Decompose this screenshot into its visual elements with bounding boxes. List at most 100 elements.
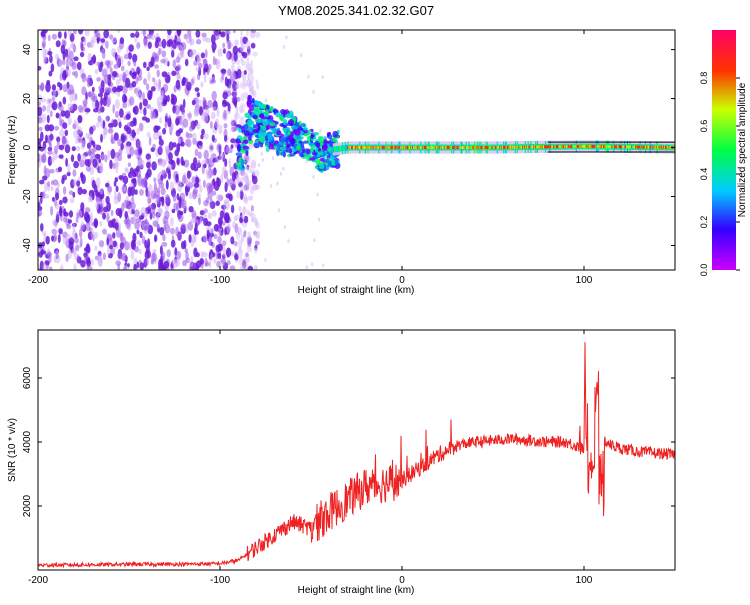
carrier-core	[535, 145, 537, 149]
carrier-core	[620, 145, 622, 149]
noise-blob	[104, 59, 111, 66]
transition-blob	[235, 124, 242, 128]
noise-blob	[42, 175, 48, 181]
noise-blob	[78, 30, 84, 35]
noise-blob	[40, 248, 44, 256]
carrier-core	[660, 145, 662, 149]
noise-blob	[138, 248, 143, 255]
carrier-core	[440, 146, 442, 149]
noise-blob	[62, 122, 68, 129]
noise-blob	[138, 148, 142, 155]
noise-blob	[86, 258, 91, 268]
noise-blob	[107, 127, 114, 134]
noise-blob	[238, 205, 242, 212]
noise-blob	[80, 143, 85, 150]
carrier-core	[546, 145, 548, 149]
carrier-mid	[334, 146, 336, 153]
carrier-core	[431, 146, 433, 149]
spectrogram-ytick-label: 20	[22, 93, 33, 105]
noise-blob	[163, 98, 168, 105]
noise-blob	[255, 31, 261, 38]
carrier-core	[497, 146, 499, 149]
spectrogram-ytick-label: 0	[22, 144, 33, 150]
noise-blob	[228, 158, 232, 169]
carrier-core	[624, 145, 627, 149]
noise-blob	[79, 51, 85, 58]
noise-blob	[77, 153, 81, 162]
noise-blob	[112, 70, 118, 78]
carrier-core	[352, 146, 355, 149]
noise-blob	[52, 219, 57, 226]
carrier-core	[564, 145, 567, 148]
colorbar-tick-label: 0.6	[699, 120, 709, 133]
noise-blob	[98, 240, 105, 248]
noise-blob	[58, 144, 65, 150]
spectrogram-ylabel: Frequency (Hz)	[7, 116, 18, 185]
noise-blob	[134, 209, 140, 218]
noise-blob	[279, 171, 283, 176]
carrier-core	[350, 146, 352, 149]
noise-blob	[243, 215, 249, 224]
noise-blob	[50, 186, 54, 191]
carrier-core	[484, 146, 486, 149]
noise-blob	[182, 174, 187, 184]
noise-blob	[223, 200, 227, 210]
noise-blob	[77, 186, 83, 196]
noise-blob	[51, 101, 58, 111]
noise-blob	[80, 221, 85, 231]
noise-blob	[236, 191, 241, 199]
noise-blob	[216, 194, 222, 202]
carrier-core	[536, 145, 538, 149]
noise-blob	[211, 210, 217, 217]
carrier-core	[474, 146, 476, 149]
noise-blob	[69, 58, 74, 67]
transition-blob	[316, 154, 321, 158]
carrier-core	[516, 145, 518, 149]
carrier-mid	[343, 145, 345, 151]
carrier-core	[427, 146, 429, 149]
carrier-core	[456, 146, 458, 149]
noise-blob	[122, 266, 127, 270]
noise-blob	[192, 157, 198, 168]
noise-blob	[197, 72, 201, 81]
noise-blob	[250, 42, 256, 49]
transition-blob	[326, 132, 330, 137]
noise-blob	[178, 138, 182, 144]
noise-blob	[310, 262, 314, 267]
carrier-core	[565, 145, 567, 148]
noise-blob	[257, 163, 261, 167]
noise-blob	[243, 196, 249, 205]
carrier-core	[379, 146, 381, 149]
noise-blob	[195, 176, 200, 185]
noise-blob	[191, 99, 196, 106]
noise-blob	[119, 154, 122, 162]
transition-blob	[315, 158, 320, 165]
noise-blob	[81, 188, 87, 195]
carrier-core	[534, 145, 536, 149]
noise-blob	[164, 115, 168, 123]
transition-blob	[323, 139, 328, 146]
carrier-core	[437, 146, 439, 149]
noise-blob	[58, 199, 63, 206]
noise-blob	[206, 182, 212, 191]
transition-blob	[280, 151, 285, 156]
noise-blob	[48, 70, 53, 77]
carrier-core	[611, 145, 613, 149]
colorbar-tick-label: 0.4	[699, 168, 709, 181]
noise-blob	[57, 31, 62, 39]
transition-blob	[303, 127, 308, 131]
noise-blob	[193, 60, 198, 66]
colorbar-label: Normalized spectral amplitude	[737, 82, 748, 217]
carrier-core	[451, 146, 453, 149]
noise-blob	[97, 61, 101, 67]
noise-blob	[81, 86, 87, 96]
carrier-core	[556, 145, 558, 149]
transition-blob	[318, 138, 325, 144]
carrier-core	[667, 146, 669, 149]
transition-blob	[262, 125, 267, 131]
carrier-core	[601, 145, 603, 148]
noise-blob	[127, 162, 132, 167]
carrier-core	[617, 145, 619, 149]
noise-blob	[168, 141, 174, 151]
noise-blob	[283, 44, 286, 49]
